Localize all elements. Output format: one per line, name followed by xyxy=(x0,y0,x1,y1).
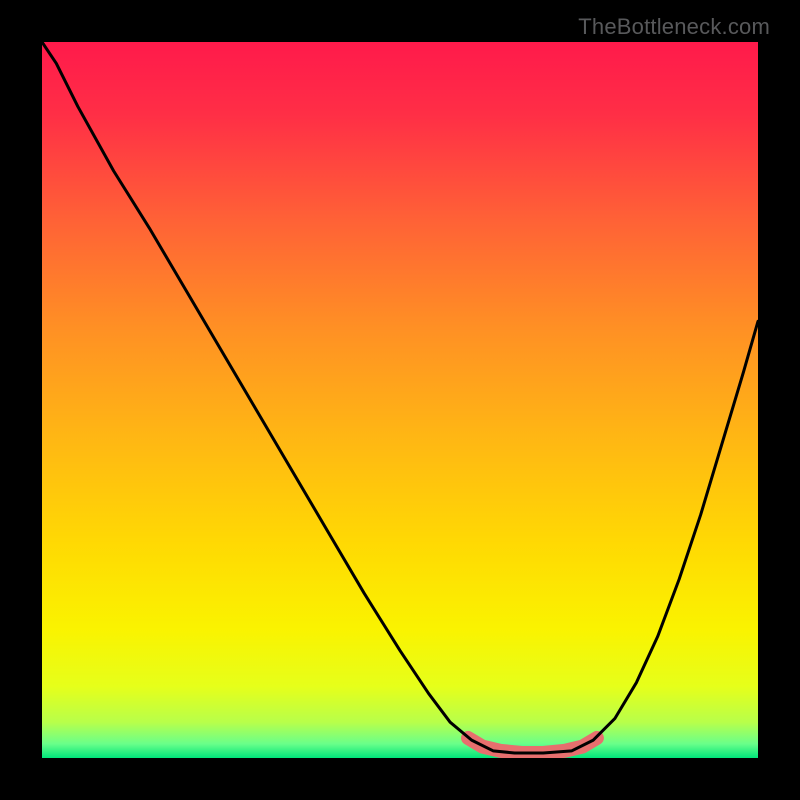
watermark-text: TheBottleneck.com xyxy=(578,14,770,40)
plot-area xyxy=(42,42,758,758)
plot-svg xyxy=(42,42,758,758)
